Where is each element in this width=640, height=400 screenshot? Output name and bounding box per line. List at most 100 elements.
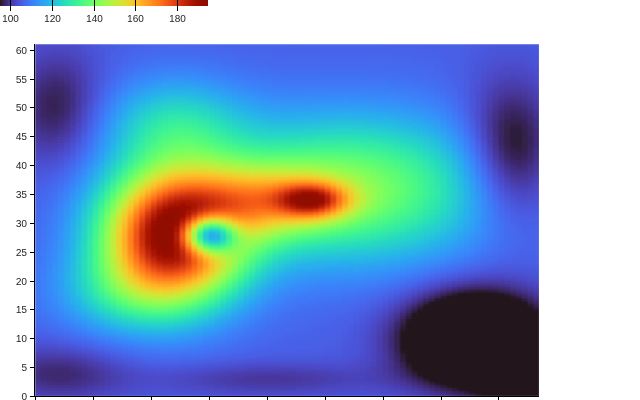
heatmap-cell <box>179 387 187 391</box>
heatmap-cell <box>197 315 204 319</box>
heatmap-cell <box>260 182 268 186</box>
heatmap-cell <box>191 162 198 166</box>
heatmap-cell <box>127 372 135 377</box>
heatmap-cell <box>98 338 106 342</box>
heatmap-cell <box>52 332 59 337</box>
heatmap-cell <box>63 144 71 149</box>
heatmap-cell <box>162 303 169 308</box>
heatmap-cell <box>156 375 164 380</box>
heatmap-cell <box>63 245 71 250</box>
heatmap-cell <box>46 179 53 184</box>
heatmap-cell <box>162 341 169 345</box>
heatmap-cell <box>92 133 100 137</box>
heatmap-cell <box>249 176 256 181</box>
heatmap-cell <box>121 355 129 360</box>
heatmap-cell <box>40 176 48 181</box>
heatmap-cell <box>81 44 88 48</box>
heatmap-cell <box>208 243 216 247</box>
heatmap-cell <box>133 295 140 299</box>
heatmap-cell <box>208 153 216 158</box>
heatmap-cell <box>231 139 239 143</box>
heatmap-cell <box>104 69 111 74</box>
heatmap-cell <box>208 370 216 374</box>
heatmap-cell <box>127 289 135 293</box>
heatmap-cell <box>174 159 181 163</box>
heatmap-cell <box>156 303 164 308</box>
heatmap-cell <box>179 367 187 371</box>
heatmap-cell <box>75 289 82 293</box>
heatmap-cell <box>208 245 216 250</box>
heatmap-cell <box>174 75 181 80</box>
heatmap-cell <box>46 326 53 331</box>
heatmap-cell <box>35 367 42 371</box>
heatmap-cell <box>243 269 250 273</box>
heatmap-cell <box>69 69 77 74</box>
heatmap-cell <box>191 90 198 94</box>
heatmap-cell <box>179 113 187 117</box>
heatmap-cell <box>40 87 48 91</box>
heatmap-cell <box>249 378 256 383</box>
heatmap-cell <box>63 127 71 132</box>
heatmap-cell <box>127 165 135 169</box>
heatmap-cell <box>220 170 227 175</box>
heatmap-cell <box>220 286 227 290</box>
heatmap-cell <box>226 165 233 169</box>
heatmap-cell <box>237 185 245 189</box>
heatmap-cell <box>214 220 221 224</box>
heatmap-cell <box>179 263 187 267</box>
heatmap-cell <box>191 121 198 126</box>
heatmap-cell <box>174 179 181 184</box>
heatmap-cell <box>231 55 239 60</box>
heatmap-cell <box>92 240 100 244</box>
heatmap-cell <box>46 222 53 227</box>
heatmap-cell <box>214 335 221 339</box>
heatmap-cell <box>116 110 123 114</box>
heatmap-cell <box>46 214 53 218</box>
heatmap-cell <box>237 245 245 250</box>
heatmap-cell <box>214 370 221 374</box>
heatmap-cell <box>121 142 129 146</box>
heatmap-cell <box>139 98 146 103</box>
heatmap-cell <box>162 390 169 394</box>
heatmap-cell <box>220 378 227 383</box>
heatmap-cell <box>226 58 233 62</box>
heatmap-cell <box>110 170 117 175</box>
heatmap-cell <box>162 346 169 351</box>
heatmap-cell <box>243 225 250 230</box>
heatmap-cell <box>81 185 88 189</box>
heatmap-cell <box>35 90 42 94</box>
heatmap-cell <box>46 225 53 230</box>
heatmap-cell <box>243 139 250 143</box>
heatmap-cell <box>185 78 193 83</box>
heatmap-cell <box>104 277 111 282</box>
heatmap-cell <box>75 176 82 181</box>
heatmap-cell <box>197 303 204 308</box>
heatmap-cell <box>92 119 100 123</box>
heatmap-cell <box>35 263 42 267</box>
heatmap-cell <box>156 194 164 198</box>
heatmap-cell <box>162 329 169 334</box>
heatmap-cell <box>162 179 169 184</box>
heatmap-cell <box>98 182 106 186</box>
heatmap-cell <box>87 335 94 339</box>
heatmap-cell <box>46 289 53 293</box>
heatmap-cell <box>249 289 256 293</box>
heatmap-cell <box>162 113 169 117</box>
heatmap-cell <box>127 78 135 83</box>
colorbar-swatch <box>152 0 155 6</box>
heatmap-cell <box>197 104 204 109</box>
heatmap-cell <box>139 119 146 123</box>
heatmap-cell <box>46 199 53 204</box>
heatmap-cell <box>255 44 262 48</box>
heatmap-cell <box>150 240 158 244</box>
heatmap-cell <box>121 176 129 181</box>
heatmap-cell <box>127 237 135 241</box>
heatmap-cell <box>52 257 59 261</box>
heatmap-cell <box>104 381 111 386</box>
heatmap-cell <box>249 49 256 54</box>
heatmap-cell <box>168 335 175 339</box>
heatmap-cell <box>58 228 65 233</box>
heatmap-cell <box>116 46 123 51</box>
heatmap-cell <box>139 113 146 117</box>
heatmap-cell <box>69 266 77 270</box>
